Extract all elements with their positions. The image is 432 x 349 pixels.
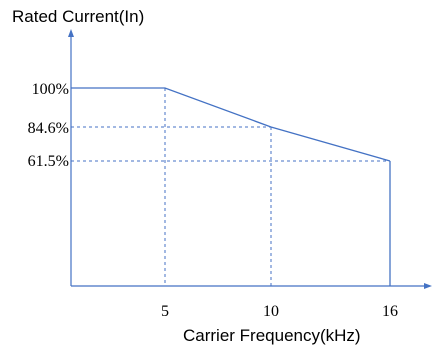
series-line	[71, 87, 391, 162]
y-axis-label: Rated Current(In)	[12, 7, 144, 26]
x-tick-label-10: 10	[263, 303, 279, 320]
x-axis-label: Carrier Frequency(kHz)	[183, 326, 361, 345]
y-tick-label-61-5: 61.5%	[28, 153, 69, 170]
x-tick-label-16: 16	[382, 303, 398, 320]
reference-lines-group	[71, 87, 391, 286]
x-tick-label-5: 5	[161, 303, 169, 320]
y-tick-label-100: 100%	[32, 81, 69, 98]
series-group	[71, 87, 391, 286]
y-tick-label-84-6: 84.6%	[28, 120, 69, 137]
